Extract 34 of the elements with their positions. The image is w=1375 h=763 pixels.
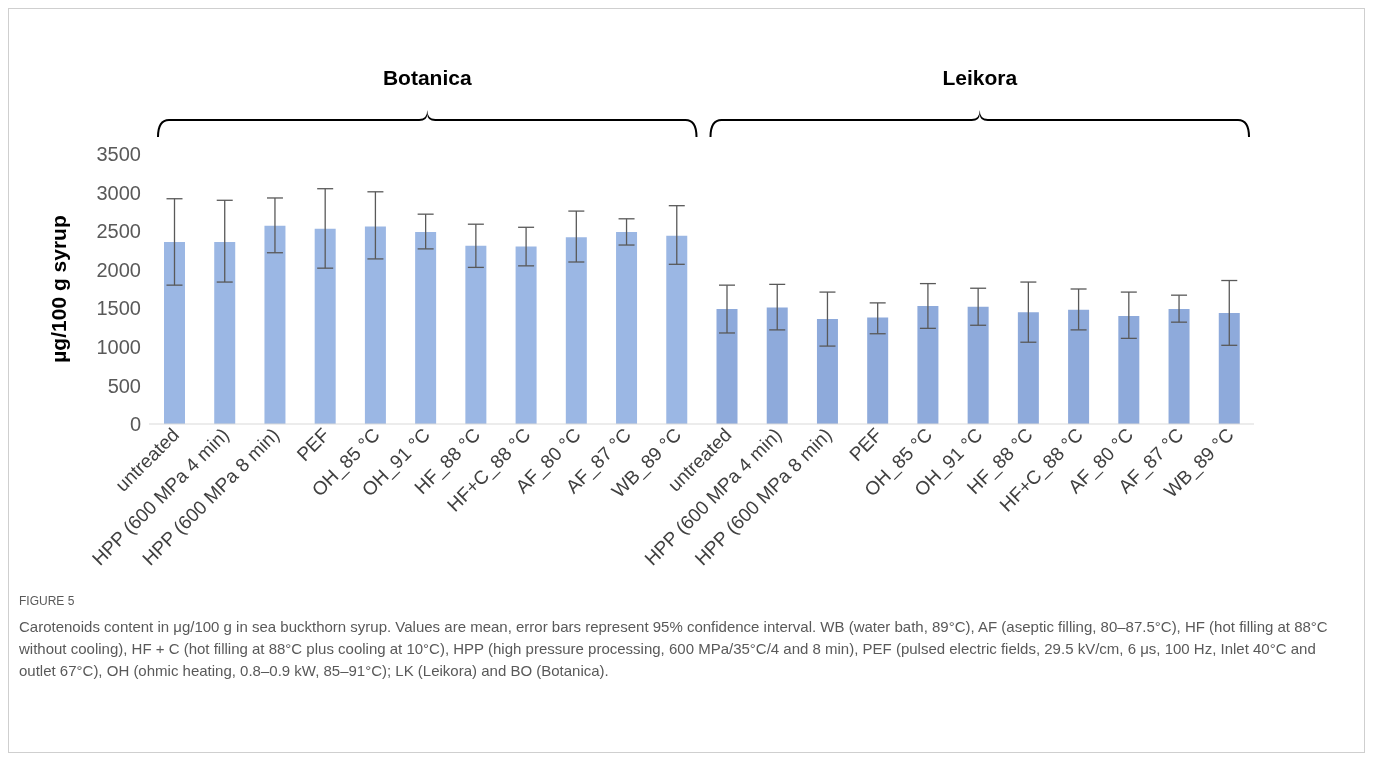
y-tick-label: 1000 — [96, 335, 141, 358]
bar — [1118, 316, 1140, 424]
y-tick-label: 500 — [107, 374, 141, 397]
bar — [666, 235, 688, 424]
y-tick-label: 3000 — [96, 181, 141, 204]
bar — [1168, 309, 1190, 424]
bar — [1218, 312, 1240, 424]
bar — [415, 231, 437, 424]
bar — [164, 241, 185, 424]
bar — [214, 241, 236, 424]
bar — [314, 228, 336, 424]
bar — [967, 306, 989, 424]
bar — [917, 305, 939, 424]
bar — [465, 245, 487, 424]
y-tick-label: 1500 — [96, 297, 141, 320]
bar — [565, 237, 587, 424]
y-tick-label: 2000 — [96, 258, 141, 281]
bar — [716, 309, 738, 424]
bar — [616, 231, 638, 424]
caption: FIGURE 5 — [19, 594, 76, 608]
bar — [1068, 309, 1090, 424]
text: Leikora — [942, 66, 1018, 89]
bar — [1017, 312, 1039, 424]
y-tick-label: 3500 — [96, 143, 141, 166]
bar — [364, 226, 386, 424]
y-tick-label: 2500 — [96, 220, 141, 243]
text: Carotenoids content in μg/100 g in sea buckthorn syrup. Values are mean, error bars represent 95% confidence interval. WB (water bath, 89°C), AF (aseptic filling, 80–87.5°C), HF (hot filling at 88°C without cooling), HF + C (hot filling at 88°C plus cooling at 10°C), HPP (high pressure processing, 600 MPa/35°C/4 and 8 min), PEF (pulsed electric fields, 29.5 kV/cm, 6 μs, 100 Hz, Inlet 40°C and outlet 67°C), OH (ohmic heating, 0.8–0.9 kW, 85–91°C); LK (Leikora) and BO (Botanica). — [19, 617, 1329, 681]
text: Botanica — [382, 66, 472, 89]
bar — [264, 225, 286, 424]
y-axis-title: µg/100 g syrup — [47, 215, 71, 363]
bar — [766, 307, 788, 424]
bar — [867, 317, 889, 424]
bar — [515, 246, 537, 424]
bar — [816, 319, 838, 424]
